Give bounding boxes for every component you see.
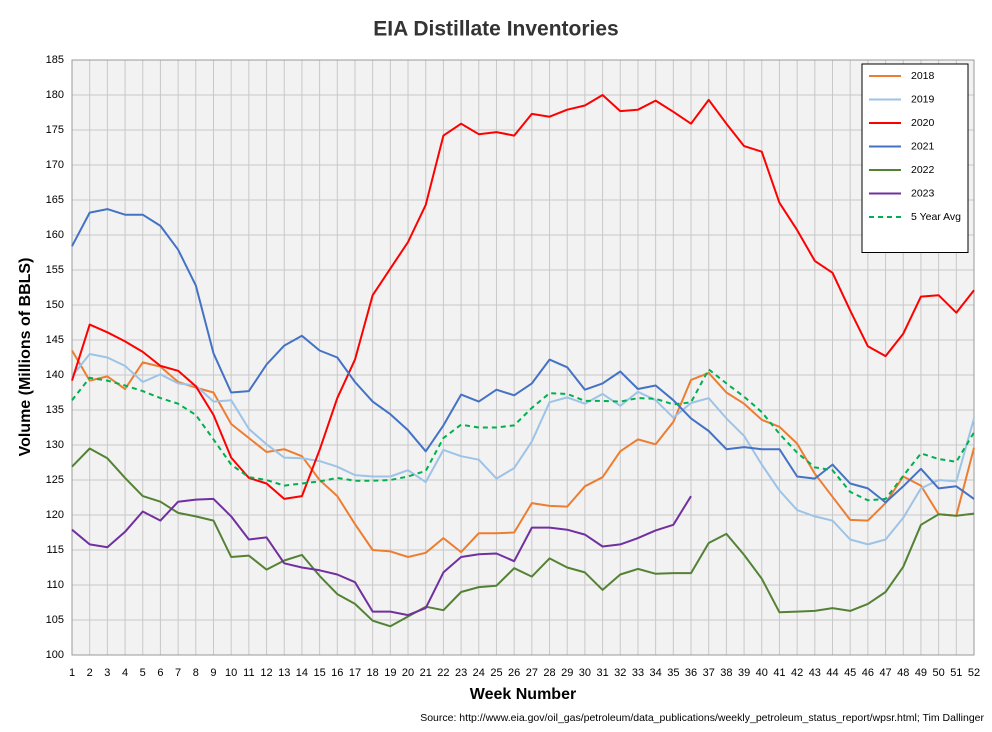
x-tick-label: 14 [296, 667, 308, 679]
legend-label: 2020 [911, 117, 935, 129]
x-tick-label: 20 [402, 667, 414, 679]
x-tick-label: 10 [225, 667, 237, 679]
y-tick-label: 165 [46, 194, 64, 206]
y-tick-label: 170 [46, 159, 64, 171]
x-tick-label: 42 [791, 667, 803, 679]
x-tick-label: 49 [915, 667, 927, 679]
x-tick-label: 2 [87, 667, 93, 679]
x-tick-label: 18 [367, 667, 379, 679]
y-tick-label: 105 [46, 614, 64, 626]
series-line [71, 94, 975, 500]
y-tick-label: 110 [46, 579, 64, 591]
x-tick-label: 45 [844, 667, 856, 679]
x-tick-label: 34 [650, 667, 662, 679]
x-tick-label: 37 [703, 667, 715, 679]
y-tick-label: 145 [46, 334, 64, 346]
x-tick-label: 29 [561, 667, 573, 679]
legend-label: 2018 [911, 70, 935, 82]
legend-box [861, 63, 969, 253]
x-tick-label: 7 [175, 667, 181, 679]
x-tick-label: 17 [349, 667, 361, 679]
x-tick-label: 38 [720, 667, 732, 679]
series-line [71, 447, 975, 628]
x-tick-label: 16 [331, 667, 343, 679]
x-tick-label: 39 [738, 667, 750, 679]
series-line [71, 349, 975, 558]
y-tick-label: 120 [46, 509, 64, 521]
x-axis-label: Week Number [470, 686, 576, 703]
x-tick-label: 6 [157, 667, 163, 679]
legend-label: 2022 [911, 164, 935, 176]
x-tick-label: 25 [490, 667, 502, 679]
y-tick-label: 140 [46, 369, 64, 381]
x-tick-label: 48 [897, 667, 909, 679]
x-tick-label: 35 [667, 667, 679, 679]
x-tick-label: 30 [579, 667, 591, 679]
x-tick-label: 5 [140, 667, 146, 679]
y-tick-label: 160 [46, 229, 64, 241]
x-tick-label: 9 [210, 667, 216, 679]
x-tick-label: 52 [968, 667, 980, 679]
y-tick-label: 100 [46, 649, 64, 661]
series-line [71, 208, 975, 504]
x-tick-label: 8 [193, 667, 199, 679]
x-tick-label: 36 [685, 667, 697, 679]
x-tick-label: 26 [508, 667, 520, 679]
x-tick-label: 1 [69, 667, 75, 679]
source-note: Source: http://www.eia.gov/oil_gas/petro… [420, 712, 984, 724]
x-tick-label: 32 [614, 667, 626, 679]
y-tick-label: 130 [46, 439, 64, 451]
plot-area [72, 60, 974, 655]
x-tick-label: 24 [473, 667, 485, 679]
legend-label: 2021 [911, 140, 935, 152]
x-tick-label: 11 [243, 667, 254, 679]
y-tick-label: 150 [46, 299, 64, 311]
x-tick-label: 27 [526, 667, 538, 679]
x-tick-label: 22 [437, 667, 449, 679]
x-tick-label: 23 [455, 667, 467, 679]
series-line [71, 495, 692, 617]
chart-title: EIA Distillate Inventories [373, 18, 618, 41]
y-tick-label: 125 [46, 474, 64, 486]
series-line [71, 353, 975, 546]
x-tick-label: 46 [862, 667, 874, 679]
x-tick-label: 43 [809, 667, 821, 679]
x-tick-label: 12 [260, 667, 272, 679]
x-tick-label: 15 [313, 667, 325, 679]
x-tick-label: 33 [632, 667, 644, 679]
legend-label: 5 Year Avg [911, 211, 961, 223]
y-tick-label: 185 [46, 54, 64, 66]
x-tick-label: 41 [773, 667, 785, 679]
y-tick-label: 155 [46, 264, 64, 276]
x-tick-label: 40 [756, 667, 768, 679]
y-tick-label: 135 [46, 404, 64, 416]
x-tick-label: 50 [933, 667, 945, 679]
series-line [71, 368, 975, 502]
x-tick-label: 51 [950, 667, 962, 679]
x-tick-label: 44 [826, 667, 838, 679]
x-tick-label: 28 [543, 667, 555, 679]
y-axis-label: Volume (Millions of BBLS) [17, 258, 34, 457]
y-tick-label: 115 [46, 544, 64, 556]
x-tick-label: 31 [596, 667, 608, 679]
x-tick-label: 19 [384, 667, 396, 679]
x-tick-label: 13 [278, 667, 290, 679]
x-tick-label: 3 [104, 667, 110, 679]
x-tick-label: 4 [122, 667, 128, 679]
y-tick-label: 175 [46, 124, 64, 136]
legend-label: 2019 [911, 93, 935, 105]
plot-border [71, 59, 975, 656]
x-tick-label: 21 [420, 667, 432, 679]
legend-label: 2023 [911, 187, 935, 199]
y-tick-label: 180 [46, 89, 64, 101]
x-tick-label: 47 [879, 667, 891, 679]
